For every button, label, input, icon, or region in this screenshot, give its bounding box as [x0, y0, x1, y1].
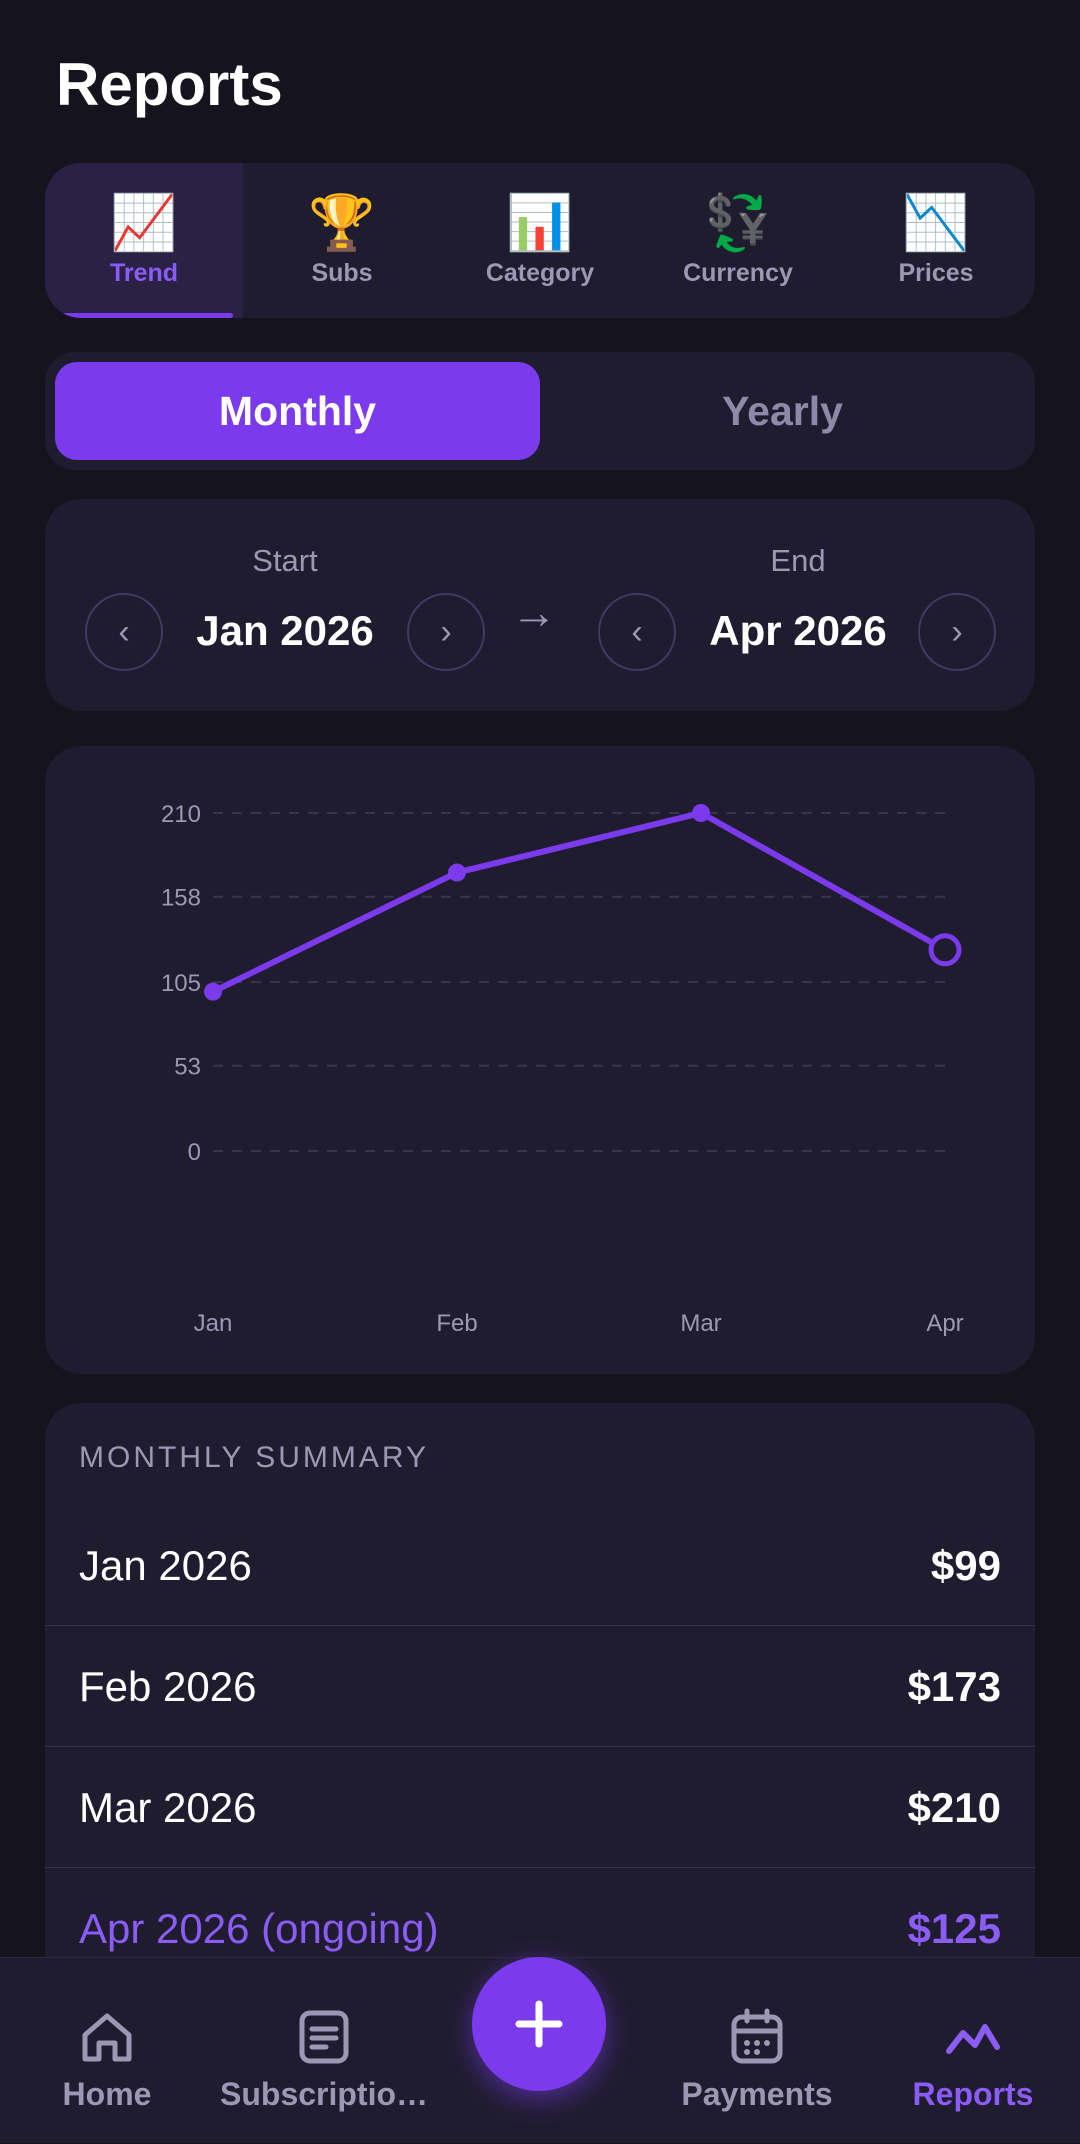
trend-chart-icon: 📈	[110, 193, 178, 253]
data-point	[204, 982, 222, 1001]
period-toggle: Monthly Yearly	[45, 352, 1035, 470]
y-tick-label: 210	[161, 801, 201, 828]
yearly-button[interactable]: Yearly	[722, 387, 843, 434]
start-value: Jan 2026	[196, 607, 374, 654]
tab-subs[interactable]: 🏆 Subs	[243, 163, 441, 318]
summary-row-label: Jan 2026	[79, 1542, 252, 1589]
data-point	[692, 804, 710, 822]
summary-row-value: $125	[907, 1905, 1001, 1952]
y-tick-label: 105	[161, 970, 201, 997]
tab-label: Trend	[109, 259, 179, 287]
end-prev-button[interactable]: ‹	[598, 593, 676, 671]
tab-prices[interactable]: 📉 Prices	[837, 163, 1035, 318]
nav-subscriptions[interactable]: Subscriptio…	[220, 1958, 428, 2144]
document-icon	[299, 2010, 349, 2064]
start-prev-button[interactable]: ‹	[85, 593, 163, 671]
chevron-left-icon: ‹	[631, 612, 643, 651]
end-value: Apr 2026	[709, 607, 887, 654]
add-button[interactable]	[472, 1957, 606, 2091]
summary-row[interactable]: Jan 2026 $99	[45, 1505, 1035, 1626]
bar-chart-icon: 📊	[506, 193, 574, 253]
summary-row-value: $210	[907, 1784, 1001, 1831]
nav-label: Reports	[912, 2076, 1034, 2112]
summary-row-label: Mar 2026	[79, 1784, 257, 1831]
tab-label: Subs	[311, 259, 373, 287]
tab-label: Currency	[683, 259, 793, 287]
nav-home[interactable]: Home	[7, 1958, 207, 2144]
summary-heading: MONTHLY SUMMARY	[79, 1441, 430, 1474]
plus-icon	[515, 2000, 563, 2048]
trophy-icon: 🏆	[308, 193, 376, 253]
summary-row[interactable]: Feb 2026 $173	[45, 1625, 1035, 1746]
x-tick-label: Jan	[194, 1310, 233, 1337]
end-range: End ‹ Apr 2026 ›	[598, 499, 998, 711]
start-range: Start ‹ Jan 2026 ›	[85, 499, 485, 711]
tab-trend[interactable]: 📈 Trend	[45, 163, 243, 318]
end-next-button[interactable]: ›	[918, 593, 996, 671]
series-line	[210, 810, 948, 995]
start-label: Start	[252, 543, 318, 578]
x-tick-label: Mar	[680, 1310, 721, 1337]
data-point	[448, 863, 466, 882]
date-range-card: Start ‹ Jan 2026 › → End ‹ Apr 2026 ›	[45, 499, 1035, 711]
tab-label: Category	[485, 259, 595, 287]
summary-row-value: $173	[907, 1663, 1001, 1710]
data-point-open	[928, 933, 962, 967]
report-tabs: 📈 Trend 🏆 Subs 📊 Category 💱 Currency 📉 P…	[45, 163, 1035, 318]
tab-category[interactable]: 📊 Category	[441, 163, 639, 318]
y-tick-label: 158	[161, 885, 201, 912]
reports-trend-icon	[946, 2024, 1000, 2054]
tab-currency[interactable]: 💱 Currency	[639, 163, 837, 318]
calendar-icon	[731, 2008, 783, 2064]
nav-label: Subscriptio…	[220, 2076, 429, 2112]
home-icon	[82, 2013, 132, 2062]
summary-row-label: Apr 2026 (ongoing)	[79, 1905, 439, 1952]
currency-exchange-icon: 💱	[704, 193, 772, 253]
monthly-summary-card: MONTHLY SUMMARY Jan 2026 $99 Feb 2026 $1…	[45, 1403, 1035, 2003]
down-trend-chart-icon: 📉	[902, 193, 970, 253]
x-tick-label: Feb	[436, 1310, 477, 1337]
start-next-button[interactable]: ›	[407, 593, 485, 671]
summary-row-ongoing[interactable]: Apr 2026 (ongoing) $125	[45, 1867, 1035, 1988]
end-label: End	[770, 543, 826, 578]
x-tick-label: Apr	[926, 1310, 963, 1337]
chevron-left-icon: ‹	[118, 612, 130, 651]
trend-chart-card: 210 158 105 53 0 Jan Feb Mar Apr	[45, 746, 1035, 1374]
summary-row[interactable]: Mar 2026 $210	[45, 1746, 1035, 1867]
monthly-button[interactable]: Monthly	[55, 362, 540, 460]
nav-reports[interactable]: Reports	[873, 1958, 1073, 2144]
summary-row-label: Feb 2026	[79, 1663, 257, 1710]
trend-chart: 210 158 105 53 0 Jan Feb Mar Apr	[161, 801, 964, 1337]
summary-row-value: $99	[930, 1542, 1001, 1589]
tab-label: Prices	[898, 259, 974, 287]
nav-label: Home	[62, 2076, 152, 2112]
page-title: Reports	[56, 51, 283, 118]
y-tick-label: 53	[174, 1054, 201, 1081]
arrow-right-icon: →	[511, 586, 557, 638]
chevron-right-icon: ›	[951, 612, 963, 651]
nav-payments[interactable]: Payments	[657, 1958, 857, 2144]
y-tick-label: 0	[188, 1139, 201, 1166]
nav-label: Payments	[681, 2076, 833, 2112]
chevron-right-icon: ›	[440, 612, 452, 651]
